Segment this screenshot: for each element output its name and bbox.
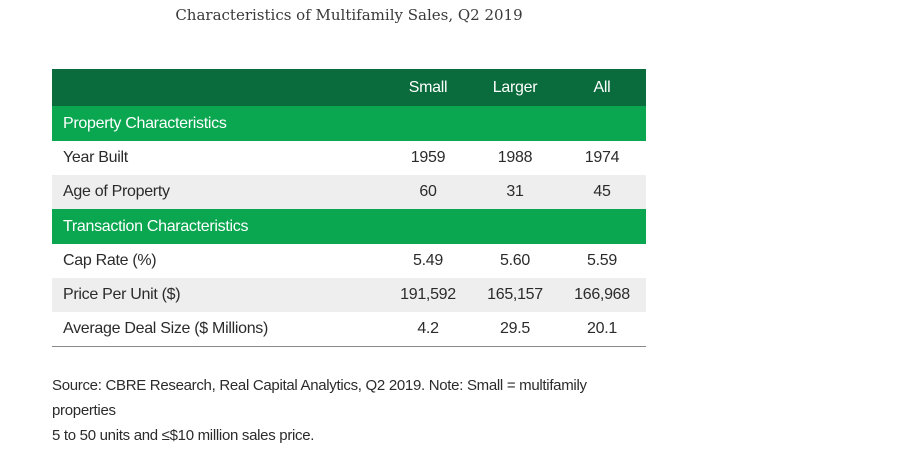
section-header-property: Property Characteristics: [52, 106, 646, 141]
cell-all: 45: [593, 183, 611, 200]
cell-all: 166,968: [574, 286, 630, 303]
cell-larger: 165,157: [487, 286, 543, 303]
table-row-cap-rate: Cap Rate (%) 5.49 5.60 5.59: [52, 244, 646, 278]
table-header-row: Small Larger All: [52, 69, 646, 106]
cell-small: 60: [419, 183, 437, 200]
multifamily-sales-table: Small Larger All Property Characteristic…: [52, 69, 646, 347]
column-header-small: Small: [408, 78, 448, 96]
cell-all: 5.59: [587, 252, 617, 269]
row-label: Age of Property: [63, 183, 170, 200]
table-title: Characteristics of Multifamily Sales, Q2…: [175, 6, 523, 24]
column-header-larger: Larger: [492, 78, 538, 96]
cell-larger: 5.60: [500, 252, 530, 269]
column-header-all: All: [593, 78, 611, 96]
source-note-line-2: 5 to 50 units and ≤$10 million sales pri…: [52, 427, 315, 444]
table-row-average-deal-size: Average Deal Size ($ Millions) 4.2 29.5 …: [52, 312, 646, 346]
row-label: Year Built: [63, 149, 128, 166]
cell-larger: 31: [506, 183, 524, 200]
cell-larger: 29.5: [500, 320, 530, 337]
source-note: Source: CBRE Research, Real Capital Anal…: [52, 373, 652, 448]
table-row-age-of-property: Age of Property 60 31 45: [52, 175, 646, 209]
cell-all: 1974: [584, 149, 620, 166]
section-header-transaction: Transaction Characteristics: [52, 209, 646, 244]
cell-larger: 1988: [497, 149, 533, 166]
row-label: Price Per Unit ($): [63, 286, 181, 303]
cell-small: 5.49: [413, 252, 443, 269]
cell-small: 1959: [410, 149, 446, 166]
cell-small: 191,592: [400, 286, 456, 303]
row-label: Cap Rate (%): [63, 252, 157, 269]
cell-all: 20.1: [587, 320, 617, 337]
row-label: Average Deal Size ($ Millions): [63, 320, 269, 337]
cell-small: 4.2: [417, 320, 439, 337]
table-row-price-per-unit: Price Per Unit ($) 191,592 165,157 166,9…: [52, 278, 646, 312]
section-label: Transaction Characteristics: [63, 217, 249, 235]
section-label: Property Characteristics: [63, 114, 227, 132]
source-note-line-1: Source: CBRE Research, Real Capital Anal…: [52, 377, 587, 419]
table-row-year-built: Year Built 1959 1988 1974: [52, 141, 646, 175]
